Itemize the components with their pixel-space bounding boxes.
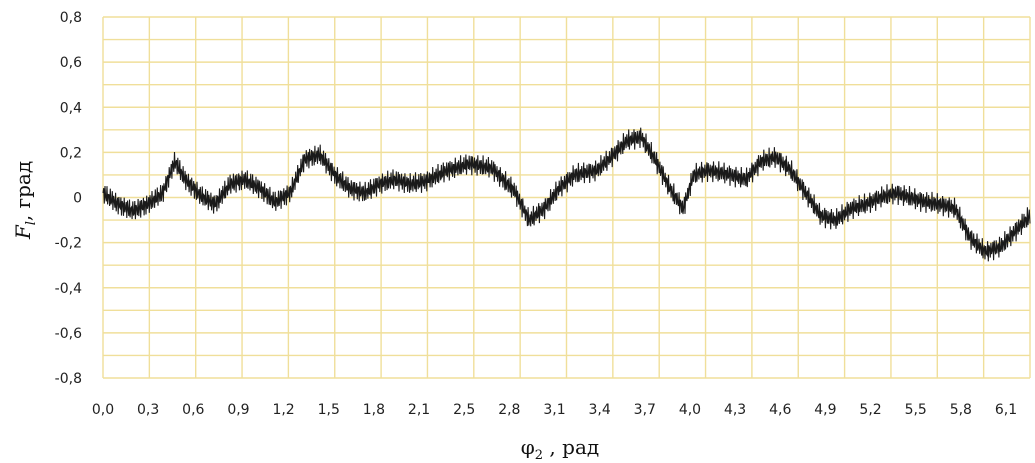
y-tick-label: -0,4	[55, 281, 82, 297]
x-axis-title: φ2 , рад	[521, 435, 599, 463]
x-tick-label: 2,5	[453, 402, 475, 418]
x-tick-label: 2,8	[498, 402, 520, 418]
x-tick-label: 0,9	[227, 402, 249, 418]
x-tick-label: 5,8	[950, 402, 972, 418]
y-tick-label: 0,4	[60, 100, 82, 116]
x-tick-label: 1,2	[272, 402, 294, 418]
x-tick-label: 3,4	[589, 402, 611, 418]
grid	[102, 16, 1031, 379]
x-tick-label: 0,6	[182, 402, 204, 418]
y-tick-label: 0,6	[60, 55, 82, 71]
x-tick-label: 5,5	[905, 402, 927, 418]
y-axis-title: Fl, град	[11, 161, 39, 240]
y-tick-label: -0,2	[55, 236, 82, 252]
x-tick-label: 2,1	[408, 402, 430, 418]
x-tick-label: 4,9	[814, 402, 836, 418]
x-tick-label: 4,3	[724, 402, 746, 418]
series-layer	[102, 127, 1031, 262]
series-line	[102, 127, 1031, 262]
y-tick-label: 0,2	[60, 145, 82, 161]
y-tick-label: -0,8	[55, 371, 82, 387]
x-tick-label: 5,2	[859, 402, 881, 418]
y-axis-ticks: 0,8 0,6 0,4 0,2 0 -0,2 -0,4 -0,6 -0,8	[55, 10, 82, 387]
x-tick-label: 6,1	[995, 402, 1017, 418]
x-tick-label: 0,3	[137, 402, 159, 418]
x-tick-label: 3,7	[634, 402, 656, 418]
y-tick-label: 0	[73, 191, 82, 207]
x-tick-label: 4,0	[679, 402, 701, 418]
y-tick-label: -0,6	[55, 326, 82, 342]
y-tick-label: 0,8	[60, 10, 82, 26]
x-axis-ticks: 0,0 0,3 0,6 0,9 1,2 1,5 1,8 2,1 2,5 2,8 3,1 3,4 3,7 4…	[92, 402, 1017, 418]
x-tick-label: 4,6	[769, 402, 791, 418]
x-tick-label: 1,8	[363, 402, 385, 418]
x-tick-label: 0,0	[92, 402, 114, 418]
x-tick-label: 3,1	[543, 402, 565, 418]
x-tick-label: 1,5	[318, 402, 340, 418]
